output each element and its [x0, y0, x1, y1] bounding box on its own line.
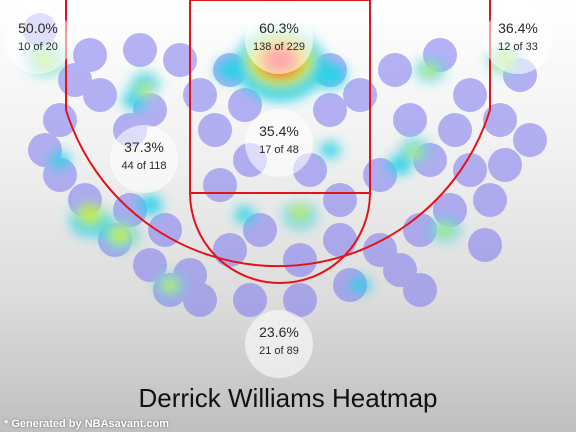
heat-spot-cold — [343, 78, 377, 112]
heat-spot-cold — [283, 243, 317, 277]
heat-spot-cold — [203, 168, 237, 202]
heat-spot-cold — [183, 283, 217, 317]
heat-spot — [77, 204, 103, 226]
heat-spot — [137, 83, 153, 97]
free-throw-circle — [189, 192, 371, 284]
zone-count: 12 of 33 — [498, 41, 538, 53]
heat-spot — [350, 277, 370, 293]
heat-spot-cold — [323, 183, 357, 217]
heat-spot-cold — [73, 38, 107, 72]
zone-count: 10 of 20 — [18, 41, 58, 53]
three-point-line — [65, 0, 491, 268]
heat-spot — [407, 145, 423, 159]
heat-spot-cold — [148, 213, 182, 247]
heat-spot-cold — [43, 103, 77, 137]
zone-pct: 36.4% — [498, 20, 538, 36]
zone-pct: 50.0% — [18, 20, 58, 36]
heat-spot-cold — [58, 63, 92, 97]
heat-spot-cold — [403, 273, 437, 307]
court-lines — [65, 0, 491, 284]
heat-spot-cold — [243, 213, 277, 247]
zone-count: 21 of 89 — [259, 345, 299, 357]
zone-restricted-area: 60.3% 138 of 229 — [245, 6, 313, 74]
paint-key — [189, 0, 371, 194]
heat-spot-cold — [183, 78, 217, 112]
heat-spot-cold — [83, 78, 117, 112]
zone-count: 44 of 118 — [121, 160, 167, 172]
heat-spot — [50, 152, 70, 168]
heat-spot-cold — [378, 53, 412, 87]
heat-spot — [108, 225, 132, 245]
generated-by-credit: * Generated by NBAsavant.com — [4, 418, 170, 430]
chart-title: Derrick Williams Heatmap — [138, 383, 438, 413]
zone-pct: 60.3% — [259, 20, 299, 36]
heat-spot-cold — [468, 228, 502, 262]
heat-spot-cold — [323, 223, 357, 257]
heat-spot-cold — [163, 43, 197, 77]
heat-spot-cold — [133, 248, 167, 282]
heat-spot — [422, 63, 438, 77]
zone-pct: 35.4% — [259, 123, 299, 139]
heat-spot-cold — [393, 103, 427, 137]
heat-spot — [138, 195, 162, 215]
zone-count: 138 of 229 — [253, 41, 305, 53]
zone-above-break-three: 23.6% 21 of 89 — [245, 310, 313, 378]
heat-spot-cold — [233, 283, 267, 317]
heat-spot-cold — [283, 283, 317, 317]
heat-spot-cold — [513, 123, 547, 157]
heat-spot-cold — [313, 93, 347, 127]
heat-spot-cold — [43, 158, 77, 192]
zone-left-corner-three: 50.0% 10 of 20 — [4, 6, 72, 74]
heat-spot — [290, 205, 310, 221]
zone-right-corner-three: 36.4% 12 of 33 — [484, 6, 552, 74]
heat-spot — [314, 62, 346, 88]
heat-spot-cold — [453, 153, 487, 187]
heat-spot-cold — [473, 183, 507, 217]
zone-left-mid-range: 37.3% 44 of 118 — [110, 125, 178, 193]
zone-pct: 37.3% — [124, 139, 164, 155]
heat-spot-cold — [438, 113, 472, 147]
zone-count: 17 of 48 — [259, 144, 299, 156]
heat-spot-cold — [433, 193, 467, 227]
heat-spot — [161, 277, 179, 293]
heat-spot-cold — [483, 103, 517, 137]
zone-pct: 23.6% — [259, 324, 299, 340]
heat-spot-cold — [198, 113, 232, 147]
heat-spot-cold — [123, 33, 157, 67]
heat-spot-cold — [488, 148, 522, 182]
heat-spot — [216, 58, 244, 82]
heat-spot — [320, 142, 340, 158]
heat-spot — [235, 207, 255, 223]
heat-spot-cold — [228, 88, 262, 122]
heat-spot — [437, 223, 453, 237]
zone-in-the-paint: 35.4% 17 of 48 — [245, 109, 313, 177]
heat-spot — [388, 155, 412, 175]
heat-spot-cold — [453, 78, 487, 112]
